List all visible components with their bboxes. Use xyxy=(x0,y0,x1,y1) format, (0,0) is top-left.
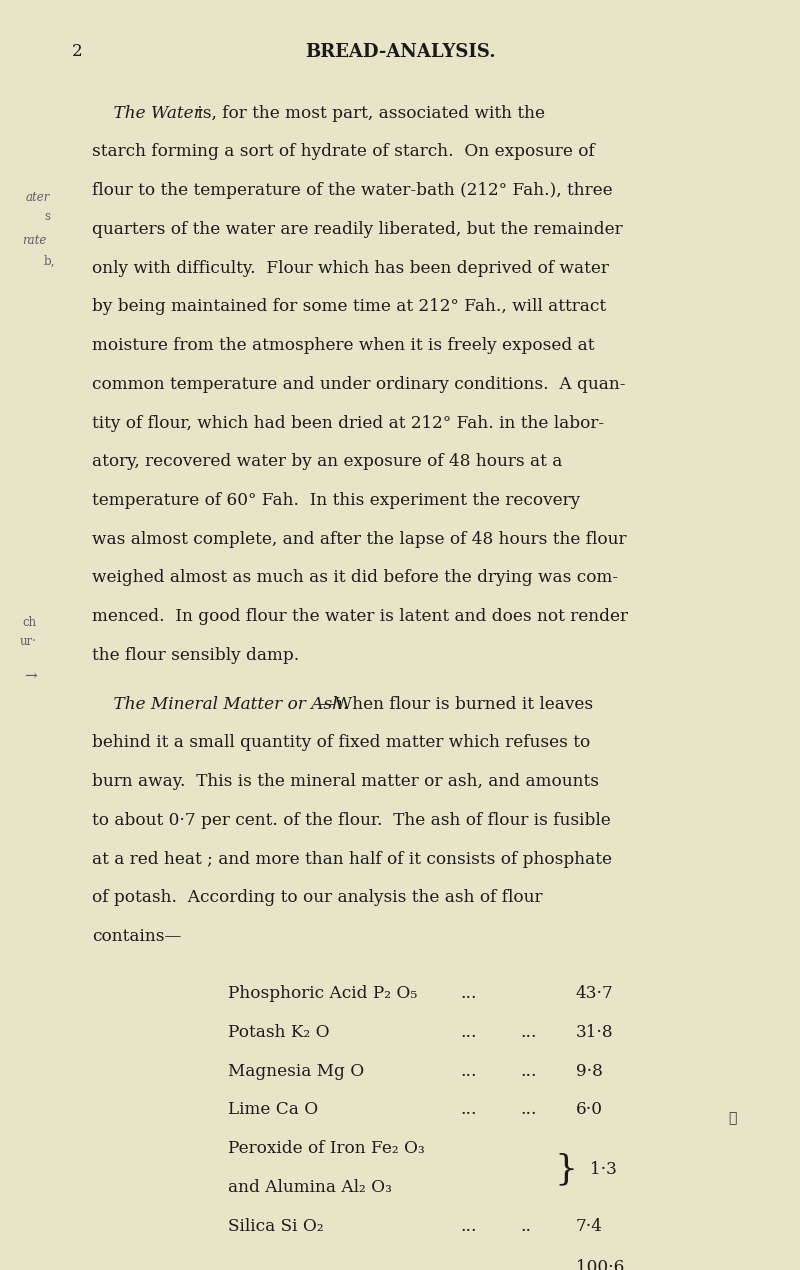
Text: ater: ater xyxy=(26,190,50,203)
Text: ch: ch xyxy=(22,616,37,629)
Text: the flour sensibly damp.: the flour sensibly damp. xyxy=(92,646,299,664)
Text: is, for the most part, associated with the: is, for the most part, associated with t… xyxy=(192,104,545,122)
Text: 6·0: 6·0 xyxy=(576,1101,603,1119)
Text: ...: ... xyxy=(520,1063,537,1080)
Text: quarters of the water are readily liberated, but the remainder: quarters of the water are readily libera… xyxy=(92,221,622,237)
Text: ...: ... xyxy=(460,1024,477,1041)
Text: b,: b, xyxy=(44,254,55,268)
Text: ...: ... xyxy=(460,986,477,1002)
Text: 9·8: 9·8 xyxy=(576,1063,603,1080)
Text: at a red heat ; and more than half of it consists of phosphate: at a red heat ; and more than half of it… xyxy=(92,851,612,867)
Text: rate: rate xyxy=(22,234,46,246)
Text: The Mineral Matter or Ash.: The Mineral Matter or Ash. xyxy=(92,696,348,712)
Text: flour to the temperature of the water-bath (212° Fah.), three: flour to the temperature of the water-ba… xyxy=(92,182,613,199)
Text: and Alumina Al₂ O₃: and Alumina Al₂ O₃ xyxy=(228,1179,392,1196)
Text: Magnesia Mg O: Magnesia Mg O xyxy=(228,1063,364,1080)
Text: ...: ... xyxy=(460,1101,477,1119)
Text: contains—: contains— xyxy=(92,928,182,945)
Text: starch forming a sort of hydrate of starch.  On exposure of: starch forming a sort of hydrate of star… xyxy=(92,144,594,160)
Text: Peroxide of Iron Fe₂ O₃: Peroxide of Iron Fe₂ O₃ xyxy=(228,1140,425,1157)
Text: of potash.  According to our analysis the ash of flour: of potash. According to our analysis the… xyxy=(92,889,542,907)
Text: BREAD-ANALYSIS.: BREAD-ANALYSIS. xyxy=(305,43,495,61)
Text: moisture from the atmosphere when it is freely exposed at: moisture from the atmosphere when it is … xyxy=(92,337,594,354)
Text: ...: ... xyxy=(520,1024,537,1041)
Text: ...: ... xyxy=(460,1218,477,1234)
Text: temperature of 60° Fah.  In this experiment the recovery: temperature of 60° Fah. In this experime… xyxy=(92,491,580,509)
Text: to about 0·7 per cent. of the flour.  The ash of flour is fusible: to about 0·7 per cent. of the flour. The… xyxy=(92,812,610,829)
Text: menced.  In good flour the water is latent and does not render: menced. In good flour the water is laten… xyxy=(92,608,628,625)
Text: only with difficulty.  Flour which has been deprived of water: only with difficulty. Flour which has be… xyxy=(92,259,609,277)
Text: 1·3: 1·3 xyxy=(590,1161,618,1177)
Text: Silica Si O₂: Silica Si O₂ xyxy=(228,1218,324,1234)
Text: Lime Ca O: Lime Ca O xyxy=(228,1101,318,1119)
Text: s: s xyxy=(44,211,50,224)
Text: 2: 2 xyxy=(72,43,82,60)
Text: common temperature and under ordinary conditions.  A quan-: common temperature and under ordinary co… xyxy=(92,376,626,392)
Text: by being maintained for some time at 212° Fah., will attract: by being maintained for some time at 212… xyxy=(92,298,606,315)
Text: The Water: The Water xyxy=(92,104,202,122)
Text: 7·4: 7·4 xyxy=(576,1218,603,1234)
Text: ...: ... xyxy=(460,1063,477,1080)
Text: Potash K₂ O: Potash K₂ O xyxy=(228,1024,330,1041)
Text: —When flour is burned it leaves: —When flour is burned it leaves xyxy=(318,696,593,712)
Text: }: } xyxy=(554,1152,578,1186)
Text: was almost complete, and after the lapse of 48 hours the flour: was almost complete, and after the lapse… xyxy=(92,531,626,547)
Text: 31·8: 31·8 xyxy=(576,1024,614,1041)
Text: behind it a small quantity of fixed matter which refuses to: behind it a small quantity of fixed matt… xyxy=(92,734,590,752)
Text: ..: .. xyxy=(520,1218,531,1234)
Text: ...: ... xyxy=(520,1101,537,1119)
Text: weighed almost as much as it did before the drying was com-: weighed almost as much as it did before … xyxy=(92,569,618,587)
Text: →: → xyxy=(24,669,37,683)
Text: 100·6: 100·6 xyxy=(576,1259,624,1270)
Text: atory, recovered water by an exposure of 48 hours at a: atory, recovered water by an exposure of… xyxy=(92,453,562,470)
Text: ✱: ✱ xyxy=(728,1111,736,1125)
Text: burn away.  This is the mineral matter or ash, and amounts: burn away. This is the mineral matter or… xyxy=(92,773,599,790)
Text: Phosphoric Acid P₂ O₅: Phosphoric Acid P₂ O₅ xyxy=(228,986,418,1002)
Text: ur·: ur· xyxy=(20,635,37,648)
Text: tity of flour, which had been dried at 212° Fah. in the labor-: tity of flour, which had been dried at 2… xyxy=(92,414,604,432)
Text: 43·7: 43·7 xyxy=(576,986,614,1002)
